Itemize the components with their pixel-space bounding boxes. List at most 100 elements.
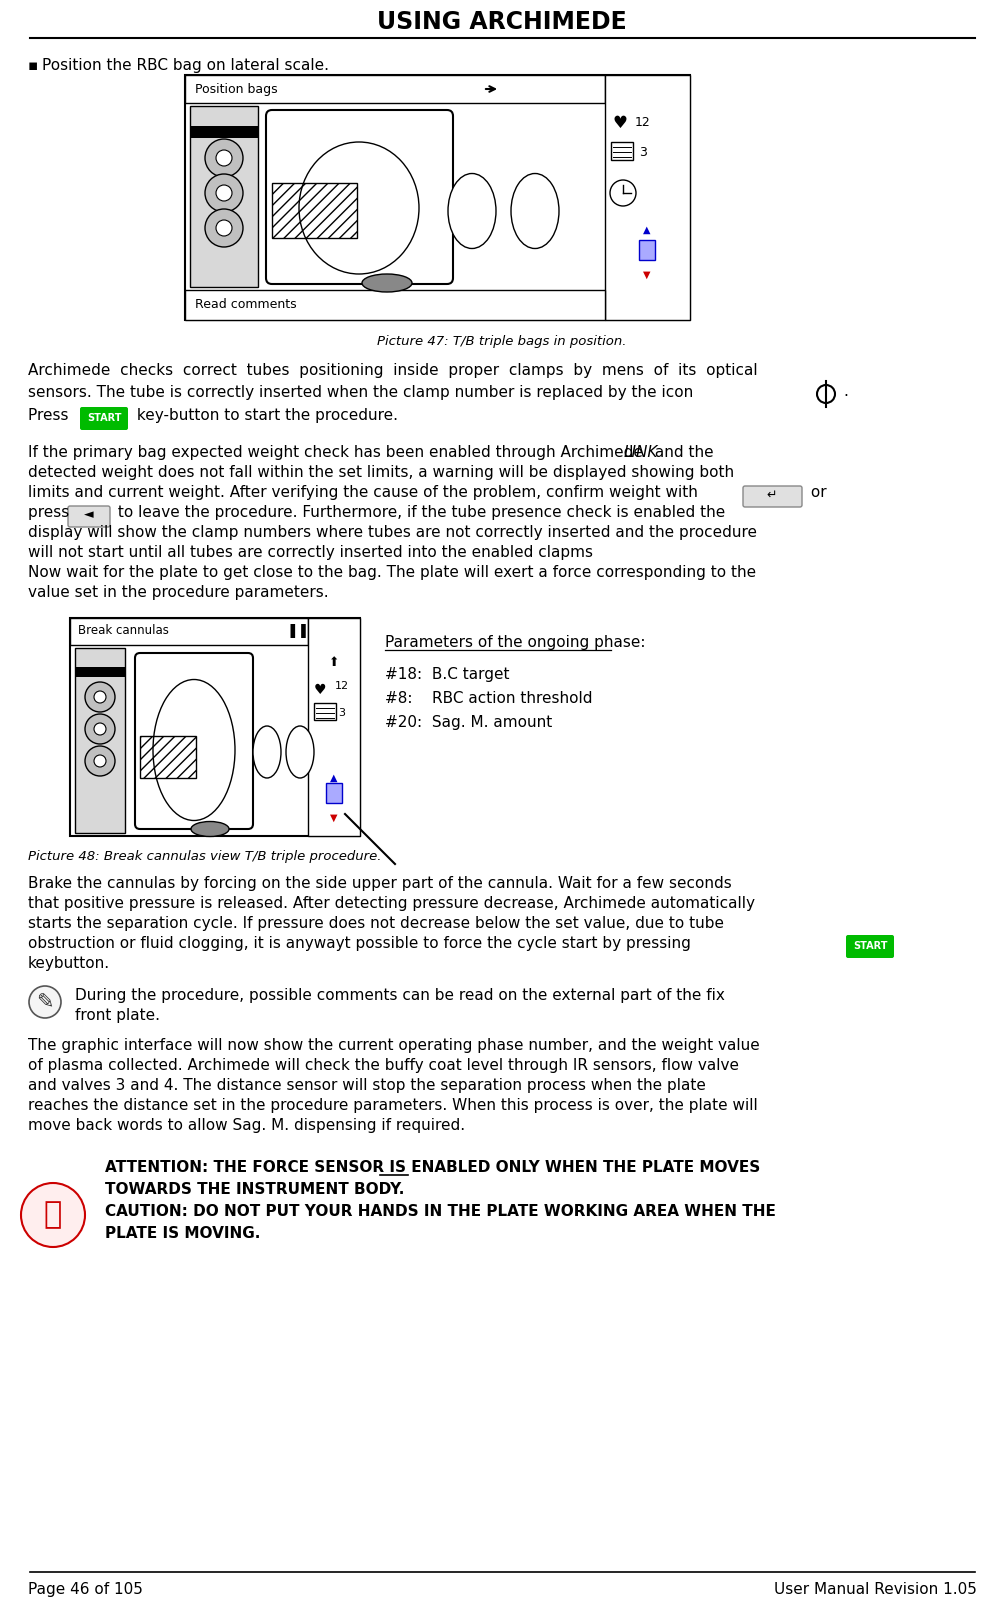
Bar [326,783,342,804]
FancyBboxPatch shape [266,109,453,284]
Text: ◄: ◄ [84,508,93,522]
Bar [308,619,360,836]
Bar [272,183,357,238]
Text: Read comments: Read comments [195,299,296,312]
Text: Parameters of the ongoing phase:: Parameters of the ongoing phase: [385,635,645,649]
Text: or: or [806,485,827,500]
Circle shape [94,691,106,702]
Text: Picture 47: T/B triple bags in position.: Picture 47: T/B triple bags in position. [377,334,627,349]
Text: that positive pressure is released. After detecting pressure decrease, Archimede: that positive pressure is released. Afte… [28,897,755,911]
Text: Position the RBC bag on lateral scale.: Position the RBC bag on lateral scale. [42,58,329,72]
Text: Press: Press [28,408,73,423]
Bar [190,106,258,288]
Text: Position bags: Position bags [195,82,277,95]
Text: ▪: ▪ [28,58,38,72]
Bar [75,648,125,832]
Ellipse shape [191,821,229,837]
Text: starts the separation cycle. If pressure does not decrease below the set value, : starts the separation cycle. If pressure… [28,916,724,930]
Text: and valves 3 and 4. The distance sensor will stop the separation process when th: and valves 3 and 4. The distance sensor … [28,1078,706,1093]
Text: detected weight does not fall within the set limits, a warning will be displayed: detected weight does not fall within the… [28,464,734,480]
Text: START: START [86,413,122,423]
Text: PLATE IS MOVING.: PLATE IS MOVING. [105,1226,260,1241]
Text: #18:  B.C target: #18: B.C target [385,667,510,681]
Text: and the: and the [650,445,714,460]
Ellipse shape [153,680,235,821]
Text: #8:    RBC action threshold: #8: RBC action threshold [385,691,593,705]
Text: 12: 12 [335,681,349,691]
Text: Now wait for the plate to get close to the bag. The plate will exert a force cor: Now wait for the plate to get close to t… [28,566,756,580]
Text: 12: 12 [635,116,651,130]
Text: move back words to allow Sag. M. dispensing if required.: move back words to allow Sag. M. dispens… [28,1118,465,1133]
FancyBboxPatch shape [135,652,253,829]
Ellipse shape [448,174,496,249]
Text: ▲: ▲ [643,225,651,235]
Text: to leave the procedure. Furthermore, if the tube presence check is enabled the: to leave the procedure. Furthermore, if … [113,505,726,521]
FancyBboxPatch shape [80,407,128,431]
Bar [185,289,605,320]
FancyBboxPatch shape [68,506,110,527]
Bar [185,76,605,103]
Circle shape [85,681,115,712]
Text: The graphic interface will now show the current operating phase number, and the : The graphic interface will now show the … [28,1038,760,1053]
Bar [70,619,308,644]
Circle shape [94,723,106,734]
Ellipse shape [286,726,314,778]
Text: limits and current weight. After verifying the cause of the problem, confirm wei: limits and current weight. After verifyi… [28,485,697,500]
Text: obstruction or fluid clogging, it is anywayt possible to force the cycle start b: obstruction or fluid clogging, it is any… [28,935,690,951]
Text: ATTENTION: THE FORCE SENSOR IS ENABLED ONLY WHEN THE PLATE MOVES: ATTENTION: THE FORCE SENSOR IS ENABLED O… [105,1160,760,1175]
Circle shape [205,209,243,247]
Text: Archimede  checks  correct  tubes  positioning  inside  proper  clamps  by  mens: Archimede checks correct tubes positioni… [28,363,758,378]
FancyBboxPatch shape [846,935,894,958]
Circle shape [85,714,115,744]
Ellipse shape [299,141,419,275]
Bar [605,76,690,320]
Text: will not start until all tubes are correctly inserted into the enabled clapms: will not start until all tubes are corre… [28,545,593,559]
Circle shape [85,746,115,776]
Text: key-button to start the procedure.: key-button to start the procedure. [132,408,398,423]
Bar [140,736,196,778]
Text: ✋: ✋ [44,1200,62,1229]
FancyBboxPatch shape [743,485,802,506]
Ellipse shape [511,174,559,249]
Text: value set in the procedure parameters.: value set in the procedure parameters. [28,585,329,599]
Text: display will show the clamp numbers where tubes are not correctly inserted and t: display will show the clamp numbers wher… [28,525,757,540]
Circle shape [216,149,232,166]
Text: ▲: ▲ [331,773,338,783]
Bar [185,76,690,320]
Text: ♥: ♥ [314,683,327,697]
Circle shape [29,987,61,1017]
Text: 3: 3 [639,146,647,159]
Text: ▼: ▼ [643,270,651,280]
Text: reaches the distance set in the procedure parameters. When this process is over,: reaches the distance set in the procedur… [28,1098,758,1114]
Text: keybutton.: keybutton. [28,956,111,971]
Text: CAUTION: DO NOT PUT YOUR HANDS IN THE PLATE WORKING AREA WHEN THE: CAUTION: DO NOT PUT YOUR HANDS IN THE PL… [105,1204,776,1220]
Text: of plasma collected. Archimede will check the buffy coat level through IR sensor: of plasma collected. Archimede will chec… [28,1057,739,1073]
Text: .: . [843,384,848,399]
Text: ♥: ♥ [613,114,628,132]
Text: ❚❚: ❚❚ [286,624,310,638]
Bar [190,125,258,138]
Bar [70,619,360,836]
Bar [639,239,655,260]
Circle shape [817,386,835,403]
Circle shape [21,1183,85,1247]
Text: front plate.: front plate. [75,1008,160,1024]
Text: USING ARCHIMEDE: USING ARCHIMEDE [377,10,627,34]
Bar [314,702,336,720]
Text: ▼: ▼ [331,813,338,823]
Circle shape [216,185,232,201]
Circle shape [94,755,106,767]
Circle shape [610,180,636,206]
Circle shape [205,174,243,212]
Text: sensors. The tube is correctly inserted when the clamp number is replaced by the: sensors. The tube is correctly inserted … [28,386,693,400]
Text: ✎: ✎ [36,992,53,1012]
Circle shape [216,220,232,236]
Text: Picture 48: Break cannulas view T/B triple procedure.: Picture 48: Break cannulas view T/B trip… [28,850,382,863]
Text: Brake the cannulas by forcing on the side upper part of the cannula. Wait for a : Brake the cannulas by forcing on the sid… [28,876,732,890]
Text: User Manual Revision 1.05: User Manual Revision 1.05 [774,1581,977,1597]
Text: 3: 3 [339,709,346,718]
Bar [611,141,633,161]
Text: If the primary bag expected weight check has been enabled through Archimede: If the primary bag expected weight check… [28,445,643,460]
Text: ⬆: ⬆ [329,657,340,670]
Text: press: press [28,505,74,521]
